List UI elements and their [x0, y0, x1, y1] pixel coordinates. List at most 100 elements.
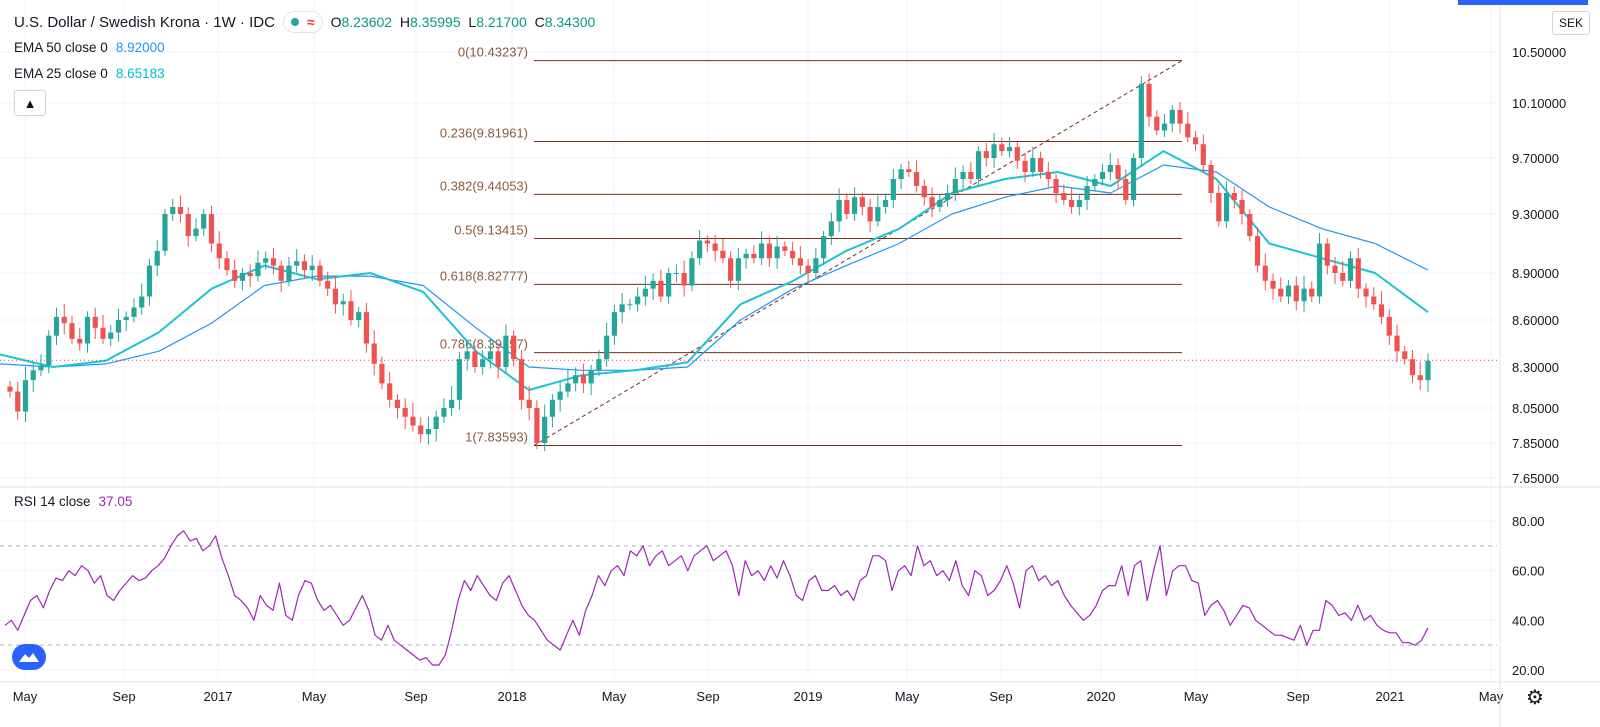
candle	[1092, 174, 1098, 191]
x-tick-label: 2020	[1087, 689, 1116, 704]
candle	[239, 267, 246, 291]
candle-body	[1099, 172, 1106, 179]
candle	[805, 258, 811, 285]
top-accent-tab[interactable]	[1458, 0, 1588, 5]
candle	[177, 195, 184, 223]
candle-body	[441, 408, 447, 417]
legend-rsi[interactable]: RSI 14 close 37.05	[14, 494, 132, 509]
symbol-title[interactable]: U.S. Dollar / Swedish Krona · 1W · IDC	[14, 13, 275, 31]
candle	[115, 308, 122, 342]
candle	[495, 343, 501, 379]
candle-body	[875, 207, 881, 222]
candle	[371, 330, 377, 376]
candle	[162, 209, 168, 257]
candle	[728, 251, 734, 289]
candle-body	[108, 332, 114, 339]
candle	[867, 198, 873, 232]
candle	[1378, 291, 1385, 325]
gear-icon[interactable]: ⚙	[1526, 686, 1544, 709]
candle	[1068, 188, 1075, 214]
candle-body	[356, 312, 362, 320]
candle-body	[673, 273, 679, 274]
x-tick-label: 2017	[204, 689, 233, 704]
candle	[975, 146, 982, 186]
x-tick-label: May	[1184, 689, 1209, 704]
legend-ema50-value: 8.92000	[115, 40, 165, 55]
ohlc-high: 8.35995	[410, 14, 461, 30]
candle-body	[573, 375, 579, 384]
candle	[518, 349, 525, 410]
candle	[433, 410, 439, 442]
legend-ema50[interactable]: EMA 50 close 0 8.92000	[14, 40, 165, 55]
candle	[1169, 105, 1175, 132]
candle	[38, 354, 44, 377]
candle	[735, 247, 741, 291]
candle	[464, 340, 470, 371]
candle	[131, 298, 137, 323]
candle	[503, 324, 509, 373]
ohlc-high-key: H	[399, 14, 410, 30]
ohlc-low: 8.21700	[476, 14, 527, 30]
candle-body	[402, 408, 408, 417]
candle-body	[975, 151, 982, 179]
candle-body	[960, 172, 966, 179]
candle	[790, 242, 796, 266]
candle	[201, 209, 207, 236]
candle	[1115, 158, 1121, 189]
candle	[821, 230, 827, 266]
candle	[317, 260, 323, 287]
x-tick-label: 2018	[498, 689, 527, 704]
candle	[859, 192, 865, 216]
status-pill[interactable]: ≈	[282, 11, 323, 33]
x-tick-label: May	[895, 689, 920, 704]
candle-body	[294, 261, 300, 266]
candle-body	[53, 316, 60, 336]
candle	[1239, 190, 1245, 225]
candle	[30, 362, 36, 392]
candle	[1053, 174, 1059, 203]
candle-body	[38, 365, 44, 371]
candle-body	[557, 391, 563, 400]
candle-body	[534, 408, 540, 443]
candle-body	[728, 258, 734, 281]
candle-body	[526, 399, 532, 408]
candle-body	[913, 172, 920, 186]
candle	[882, 193, 889, 214]
candle-body	[84, 316, 91, 344]
candle	[84, 311, 91, 353]
candle	[1270, 273, 1276, 300]
fib-trend-line	[533, 60, 1183, 446]
candle	[720, 238, 726, 264]
candle-body	[991, 144, 997, 158]
candle	[1138, 76, 1144, 167]
legend-ema25[interactable]: EMA 25 close 0 8.65183	[14, 66, 165, 81]
y-tick-label: 7.65000	[1512, 471, 1559, 486]
candle	[828, 212, 834, 245]
candle-body	[518, 359, 525, 400]
y-tick-label: 7.85000	[1512, 436, 1559, 451]
tradingview-logo-icon[interactable]	[12, 644, 46, 670]
candle-body	[790, 250, 796, 259]
candle	[301, 254, 308, 280]
collapse-legend-button[interactable]: ▲	[14, 90, 46, 116]
candle	[813, 247, 819, 279]
candle	[1231, 186, 1237, 209]
candle	[1045, 162, 1051, 188]
candle-body	[1123, 179, 1129, 200]
candle	[425, 416, 432, 445]
candle-body	[270, 258, 277, 266]
candle-body	[735, 258, 741, 281]
currency-button[interactable]: SEK	[1552, 11, 1590, 35]
candle-body	[301, 261, 308, 271]
candle-body	[1014, 147, 1020, 161]
candle-body	[952, 179, 958, 193]
candle-body	[69, 323, 75, 339]
candle-body	[92, 316, 98, 328]
fibonacci-retracement[interactable]: 0(10.43237) 0.236(9.81961) 0.382(9.44053) 0…	[440, 45, 1183, 446]
candle	[557, 381, 563, 412]
candle	[410, 402, 416, 432]
candle-body	[658, 280, 664, 297]
candle-body	[1107, 165, 1113, 172]
candle-body	[30, 370, 36, 381]
